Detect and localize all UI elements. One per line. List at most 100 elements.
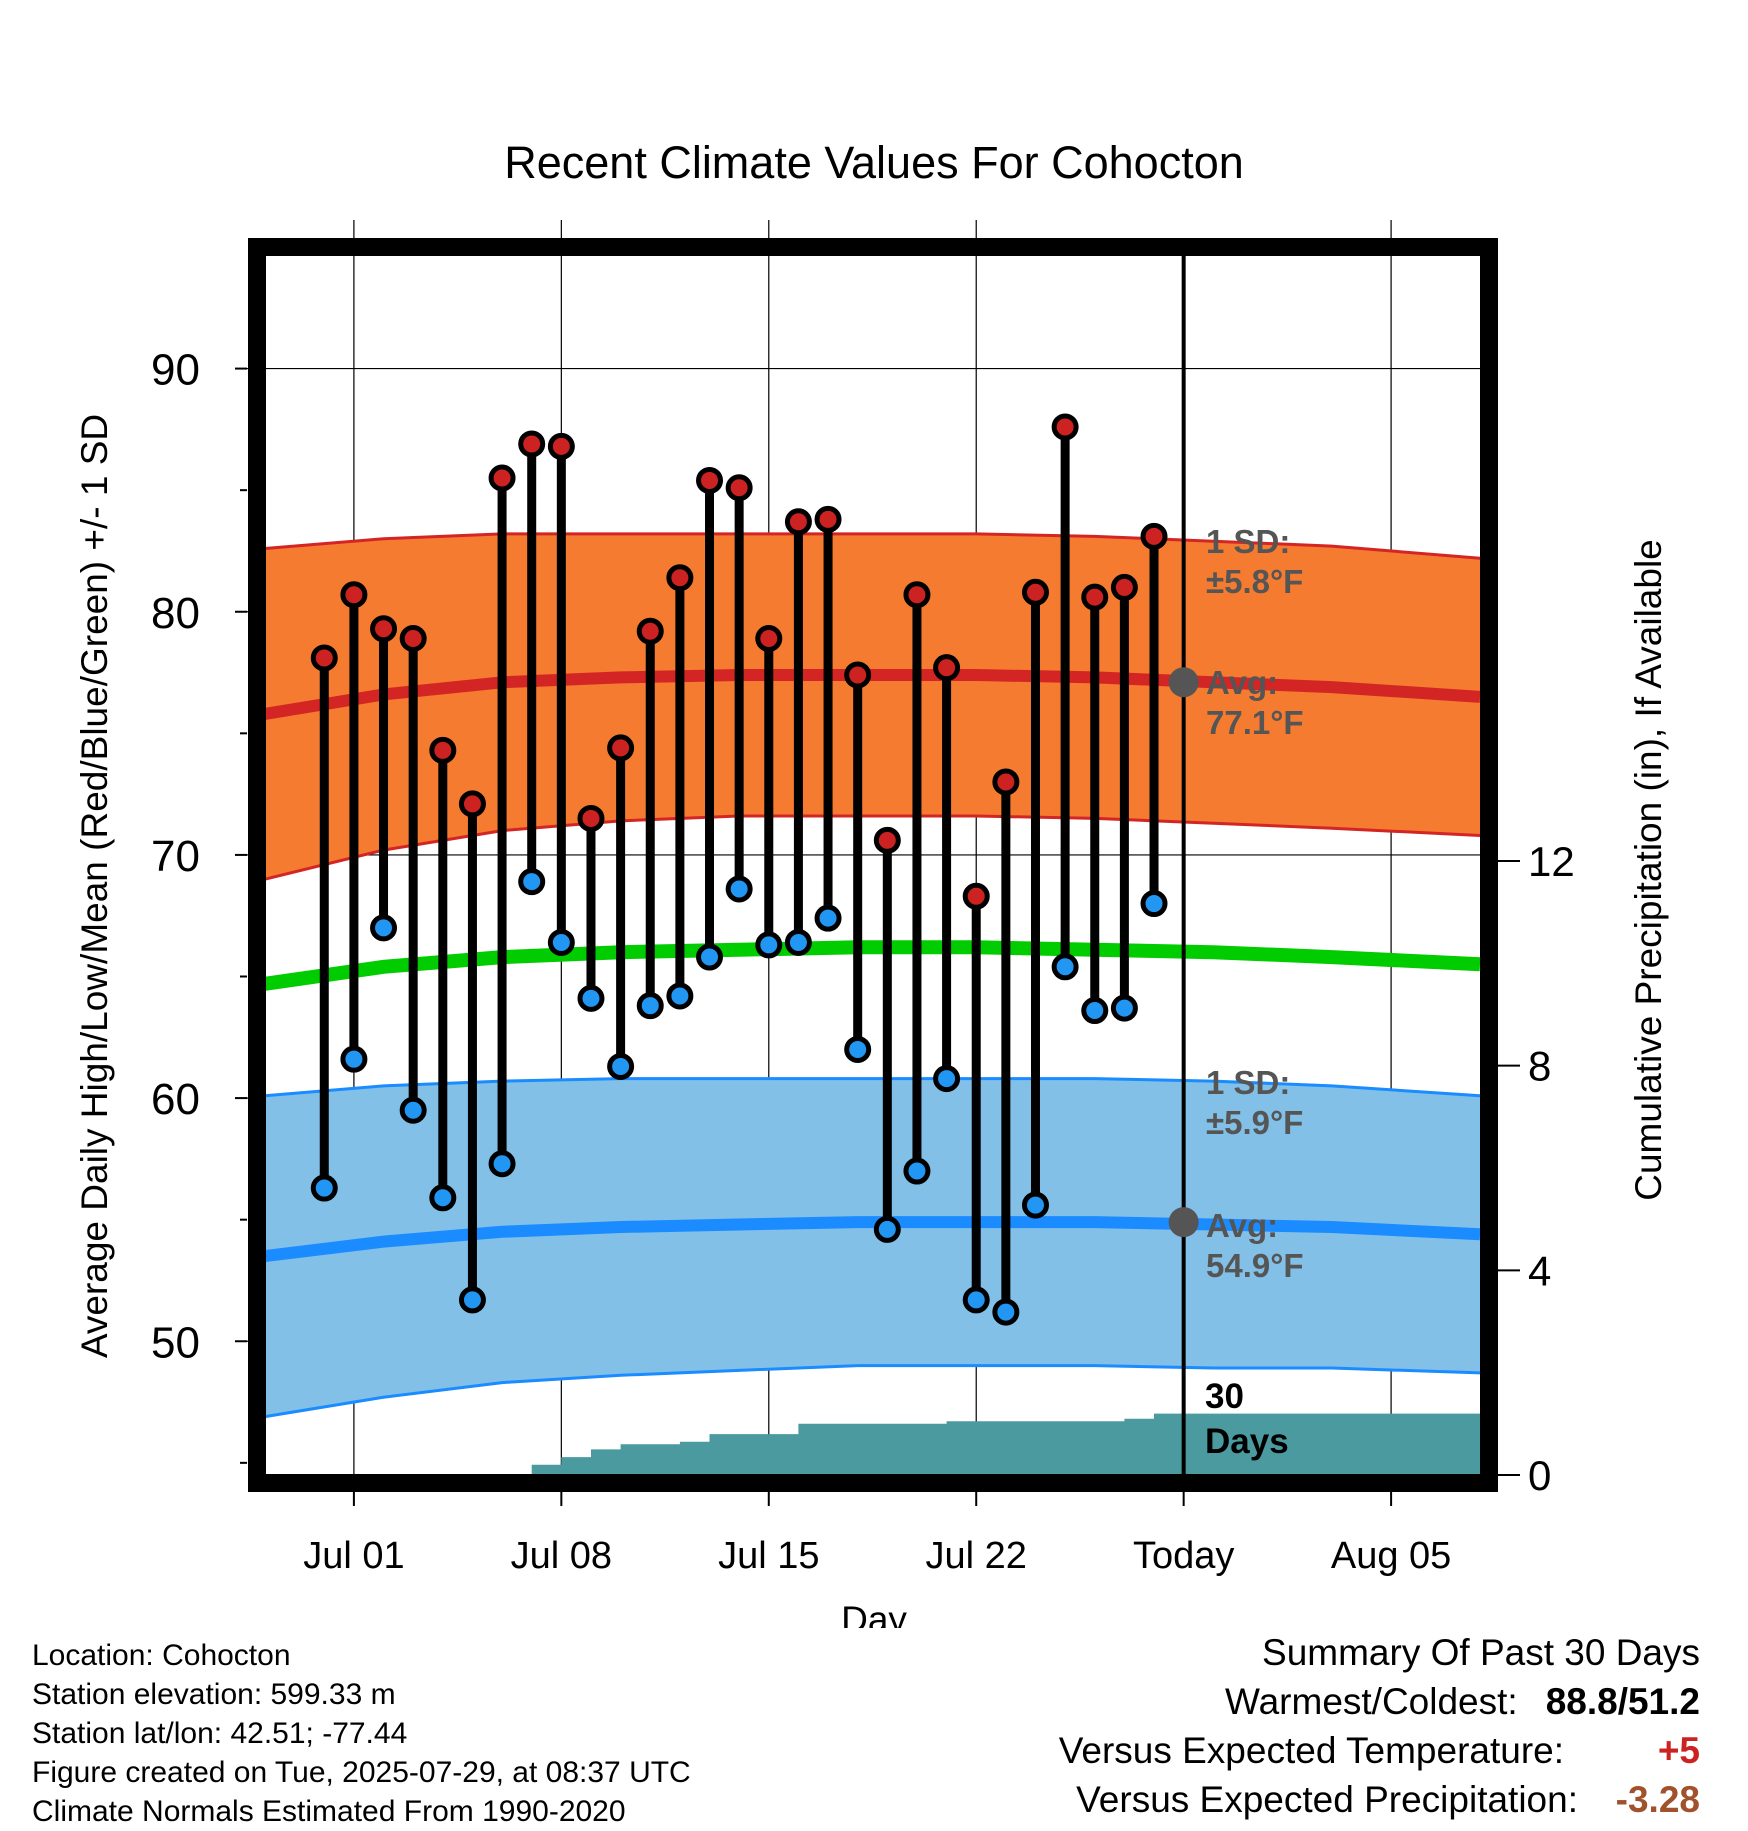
daily-high-point xyxy=(962,882,990,910)
low-avg-label: Avg: xyxy=(1206,1207,1278,1244)
x-tick-label: Today xyxy=(1133,1535,1234,1577)
daily-low-point xyxy=(458,1286,486,1314)
y-tick-label-right: 0 xyxy=(1528,1452,1551,1499)
axes: 50 60 70 80 90 0 4 8 12 Jul 01 Jul 08 Jul 15 Jul 22 T… xyxy=(151,238,1575,1577)
low-avg-line xyxy=(264,1216,1481,1263)
daily-low-point xyxy=(933,1065,961,1093)
daily-high-point xyxy=(696,466,724,494)
daily-low-point xyxy=(696,943,724,971)
daily-high-point xyxy=(933,654,961,682)
daily-high-point xyxy=(488,464,516,492)
window-unit: Days xyxy=(1205,1422,1289,1461)
precip-label: Versus Expected Precipitation: xyxy=(1076,1779,1578,1820)
daily-low-point xyxy=(488,1150,516,1178)
daily-high-point xyxy=(577,804,605,832)
x-tick-label: Jul 08 xyxy=(511,1535,612,1577)
daily-low-point xyxy=(666,982,694,1010)
warm-cold-label: Warmest/Coldest: xyxy=(1225,1681,1518,1722)
daily-low-point xyxy=(310,1174,338,1202)
daily-low-point xyxy=(518,868,546,896)
x-tick-label: Jul 01 xyxy=(303,1535,404,1577)
daily-high-point xyxy=(1140,522,1168,550)
daily-high-point xyxy=(814,505,842,533)
daily-low-point xyxy=(607,1052,635,1080)
temp-label: Versus Expected Temperature: xyxy=(1058,1730,1564,1771)
daily-high-point xyxy=(310,644,338,672)
high-sd-label: 1 SD: xyxy=(1206,523,1290,560)
summary-heading: Summary Of Past 30 Days xyxy=(1262,1632,1700,1673)
daily-low-point xyxy=(370,914,398,942)
daily-low-point xyxy=(1051,953,1079,981)
elevation-text: Station elevation: 599.33 m xyxy=(32,1678,396,1711)
daily-low-point xyxy=(962,1286,990,1314)
window-count: 30 xyxy=(1205,1377,1244,1416)
daily-high-point xyxy=(755,625,783,653)
normal-bands xyxy=(264,532,1481,1419)
daily-high-point xyxy=(666,564,694,592)
daily-high-point xyxy=(992,768,1020,796)
high-avg-value: 77.1°F xyxy=(1206,704,1304,741)
y-tick-label-right: 12 xyxy=(1528,838,1575,885)
low-avg-value: 54.9°F xyxy=(1206,1247,1304,1284)
created-text: Figure created on Tue, 2025-07-29, at 08… xyxy=(32,1756,691,1789)
daily-low-point xyxy=(903,1157,931,1185)
summary-temp-row: Versus Expected Temperature: +5 xyxy=(1059,1726,1700,1775)
low-sd-label: 1 SD: xyxy=(1206,1064,1290,1101)
y-tick-label-right: 8 xyxy=(1528,1043,1551,1090)
plot-frame xyxy=(248,238,1498,1492)
low-sd-band xyxy=(265,1078,1480,1417)
chart-title: Recent Climate Values For Cohocton xyxy=(504,137,1244,188)
daily-high-point xyxy=(607,734,635,762)
station-info: Location: Cohocton Station elevation: 59… xyxy=(32,1636,691,1831)
low-avg-today-marker xyxy=(1168,1207,1199,1238)
y-tick-label-left: 50 xyxy=(151,1318,200,1367)
y-tick-label-left: 80 xyxy=(151,589,200,638)
daily-high-point xyxy=(518,430,546,458)
warmest-value: 88.8 xyxy=(1545,1681,1618,1722)
daily-high-point xyxy=(1110,573,1138,601)
daily-high-point xyxy=(370,615,398,643)
daily-high-point xyxy=(1051,413,1079,441)
daily-low-point xyxy=(577,984,605,1012)
daily-low-point xyxy=(1110,994,1138,1022)
daily-low-point xyxy=(429,1184,457,1212)
temp-anomaly-value: +5 xyxy=(1657,1730,1700,1771)
daily-low-point xyxy=(873,1215,901,1243)
daily-high-point xyxy=(399,625,427,653)
daily-low-point xyxy=(636,992,664,1020)
annotations: 1 SD: ±5.8°F Avg: 77.1°F 1 SD: ±5.9°F Av… xyxy=(1205,523,1304,1461)
x-tick-label: Jul 15 xyxy=(718,1535,819,1577)
normals-text: Climate Normals Estimated From 1990-2020 xyxy=(32,1795,626,1828)
daily-low-point xyxy=(1140,890,1168,918)
y-axis-label-right: Cumulative Precipitation (in), If Availa… xyxy=(1628,539,1669,1201)
high-avg-today-marker xyxy=(1168,667,1199,698)
daily-low-point xyxy=(1021,1191,1049,1219)
low-sd-lower-edge xyxy=(264,1364,1481,1419)
daily-low-point xyxy=(399,1096,427,1124)
coldest-value: 51.2 xyxy=(1627,1681,1700,1722)
daily-high-point xyxy=(725,474,753,502)
daily-low-point xyxy=(784,928,812,956)
daily-low-point xyxy=(992,1298,1020,1326)
summary-precip-row: Versus Expected Precipitation: -3.28 xyxy=(1059,1775,1700,1824)
daily-low-point xyxy=(725,875,753,903)
daily-high-point xyxy=(429,736,457,764)
latlon-text: Station lat/lon: 42.51; -77.44 xyxy=(32,1717,408,1750)
summary-warm-cold-row: Warmest/Coldest: 88.8/51.2 xyxy=(1059,1677,1700,1726)
high-sd-upper-edge xyxy=(264,532,1481,560)
daily-low-point xyxy=(340,1045,368,1073)
x-axis-label: Day xyxy=(841,1599,907,1628)
daily-low-point xyxy=(814,904,842,932)
daily-high-point xyxy=(636,617,664,645)
daily-high-point xyxy=(1021,578,1049,606)
warm-cold-separator: / xyxy=(1617,1681,1628,1722)
precip-anomaly-value: -3.28 xyxy=(1615,1779,1700,1820)
daily-high-point xyxy=(458,790,486,818)
summary-panel: Summary Of Past 30 Days Warmest/Coldest:… xyxy=(1059,1628,1700,1824)
y-tick-label-left: 60 xyxy=(151,1075,200,1124)
daily-high-point xyxy=(844,661,872,689)
high-sd-band xyxy=(265,533,1480,880)
daily-low-point xyxy=(844,1035,872,1063)
y-tick-label-left: 70 xyxy=(151,832,200,881)
daily-high-point xyxy=(784,508,812,536)
